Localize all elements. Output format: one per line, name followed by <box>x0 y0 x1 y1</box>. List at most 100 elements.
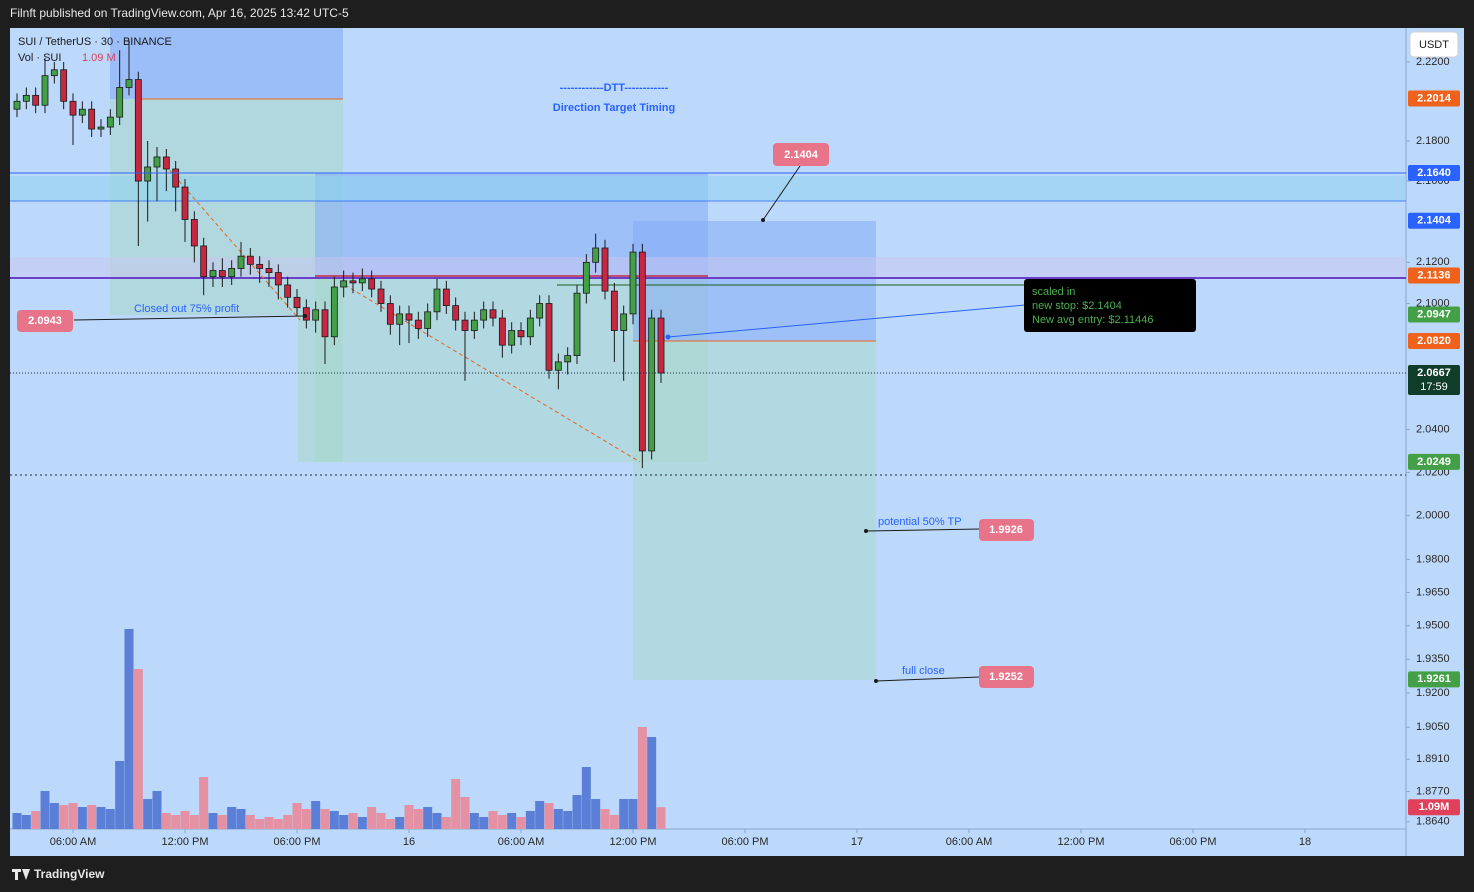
volume-bar <box>245 815 255 829</box>
candle-body <box>377 288 385 304</box>
volume-bar <box>12 813 22 829</box>
candle-body <box>545 303 553 371</box>
candle-body <box>116 87 124 118</box>
candle-body <box>106 116 114 128</box>
x-tick-label: 06:00 AM <box>946 836 992 848</box>
volume-bar <box>189 815 199 829</box>
price-tag-label: 1.9261 <box>1417 673 1451 685</box>
volume-bar <box>115 761 125 829</box>
price-tag-label: 2.0667 <box>1417 367 1451 379</box>
currency-label[interactable]: USDT <box>1419 39 1449 51</box>
volume-bar <box>31 811 41 829</box>
price-tag <box>1408 365 1460 396</box>
y-tick-label: 1.9200 <box>1416 687 1450 699</box>
volume-bar <box>171 815 181 829</box>
candle-body <box>293 296 301 309</box>
x-tick-label: 06:00 PM <box>1169 836 1216 848</box>
candle-body <box>246 255 254 265</box>
volume-bar <box>535 801 545 829</box>
y-tick-label: 1.9350 <box>1416 653 1450 665</box>
link-dot <box>665 334 671 340</box>
annotations: ------------DTT------------ Direction Ta… <box>17 31 1459 688</box>
candle-body <box>508 330 516 346</box>
box-target <box>633 341 876 680</box>
volume-bar <box>236 809 246 829</box>
candle-body <box>218 270 226 278</box>
callout-text: 1.9926 <box>989 524 1023 536</box>
volume-bar <box>348 813 358 829</box>
price-tag-label: 2.0820 <box>1417 335 1451 347</box>
candle-body <box>573 292 581 357</box>
volume-bar <box>161 813 171 829</box>
callout-text: 2.1404 <box>784 149 819 161</box>
volume-bar <box>656 807 666 829</box>
candles <box>12 40 666 829</box>
price-tag <box>1408 453 1460 470</box>
volume-bar <box>432 813 442 829</box>
candle-body <box>405 313 413 321</box>
volume-bar <box>68 803 78 829</box>
candle-body <box>368 278 376 290</box>
price-tag-label: 2.1404 <box>1417 215 1452 227</box>
x-tick-label: 06:00 PM <box>273 836 320 848</box>
x-tick-label: 17 <box>851 836 863 848</box>
volume-bar <box>124 629 134 829</box>
callout-line <box>73 315 306 321</box>
price-tag <box>1408 332 1460 349</box>
volume-bar <box>255 819 265 829</box>
volume-tag <box>1408 799 1460 816</box>
volume-bar <box>376 813 386 829</box>
header-text: Filnft published on TradingView.com, Apr… <box>10 6 349 20</box>
callout-box <box>17 310 73 332</box>
candle-body <box>340 280 348 288</box>
candle-body <box>237 255 245 269</box>
volume-bar <box>40 791 50 829</box>
y-tick-label: 1.8910 <box>1416 753 1450 765</box>
candle-body <box>358 278 366 284</box>
candle-body <box>601 247 609 292</box>
y-tick-label: 1.9800 <box>1416 553 1450 565</box>
volume-bar <box>199 777 209 829</box>
volume-bar <box>479 817 489 829</box>
candle-body <box>228 268 236 278</box>
callout-dot <box>303 314 307 318</box>
footer-brand: TradingView <box>34 867 105 881</box>
candle-body <box>162 156 170 170</box>
price-tag-label: 2.0249 <box>1417 456 1451 468</box>
volume-bar <box>217 815 227 829</box>
volume-bar <box>339 815 349 829</box>
y-tick-label: 2.0000 <box>1416 510 1450 522</box>
price-tag <box>1408 267 1460 284</box>
note-line: new stop: $2.1404 <box>1032 300 1122 312</box>
candle-body <box>554 361 562 371</box>
volume-bar <box>273 819 283 829</box>
callout-box <box>979 666 1034 688</box>
price-tag-label: 2.1640 <box>1417 167 1451 179</box>
volume-bar <box>572 795 582 829</box>
candle-body <box>13 100 21 110</box>
price-tag <box>1408 90 1460 107</box>
volume-bar <box>320 809 330 829</box>
volume-bar <box>96 807 106 829</box>
volume-bar <box>152 791 162 829</box>
x-tick-label: 06:00 AM <box>50 836 96 848</box>
volume-bar <box>49 803 59 829</box>
volume-bar <box>227 807 237 829</box>
candle-body <box>50 69 58 77</box>
volume-bar <box>544 803 554 829</box>
candle-body <box>41 75 49 106</box>
volume-bar <box>637 727 647 829</box>
callout-dot <box>761 218 765 222</box>
symbol-legend: SUI / TetherUS · 30 · BINANCE <box>18 36 172 48</box>
x-tick-label: 16 <box>403 836 415 848</box>
note-box <box>1024 279 1196 332</box>
volume-bar <box>292 803 302 829</box>
candle-body <box>125 79 133 88</box>
callout-box <box>979 519 1034 541</box>
candle-body <box>32 94 40 106</box>
x-tick-label: 12:00 PM <box>161 836 208 848</box>
currency-button[interactable] <box>1409 31 1459 58</box>
x-tick-label: 12:00 PM <box>609 836 656 848</box>
candle-body <box>610 290 618 331</box>
title: ------------DTT------------ <box>560 82 669 94</box>
